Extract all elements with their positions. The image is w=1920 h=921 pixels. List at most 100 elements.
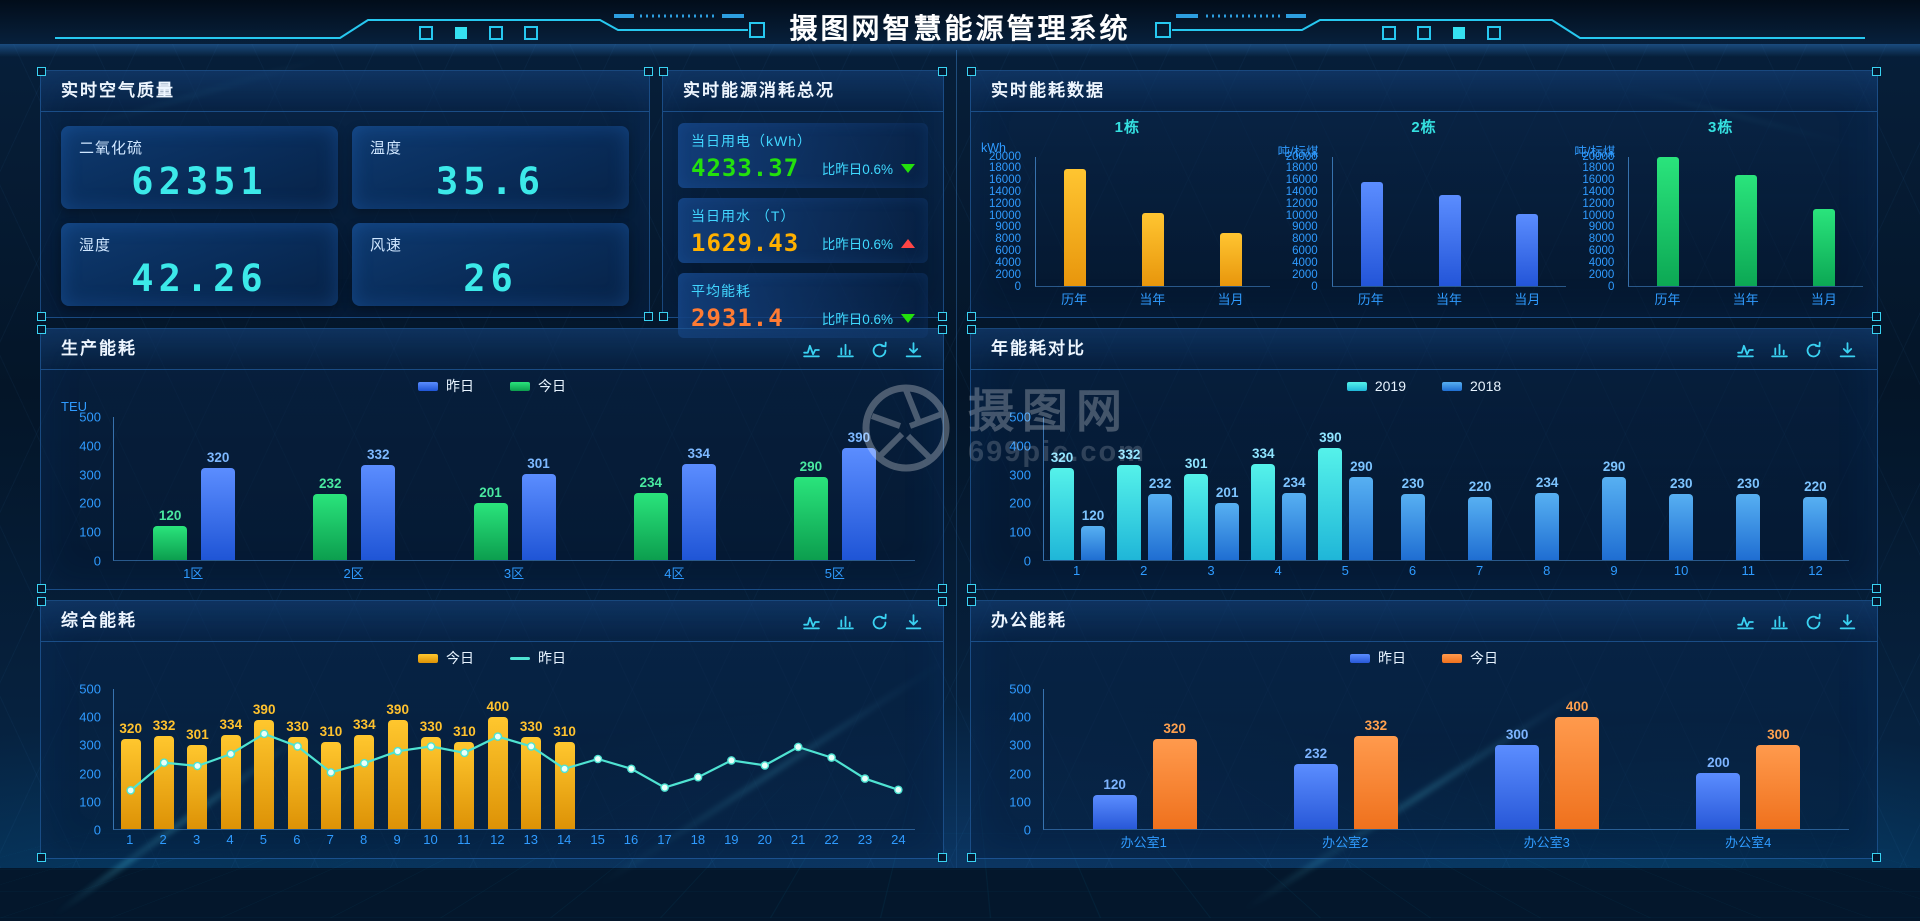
panel-title-bar: 年能耗对比 bbox=[971, 329, 1877, 370]
line-chart-icon[interactable] bbox=[1736, 341, 1755, 358]
refresh-icon[interactable] bbox=[870, 613, 889, 630]
x-axis-label: 19 bbox=[724, 832, 739, 847]
bar: 310 bbox=[320, 724, 342, 829]
bar-value-label: 300 bbox=[1767, 727, 1790, 742]
summary-label: 当日用水 （T） bbox=[691, 208, 796, 224]
refresh-icon[interactable] bbox=[1804, 341, 1823, 358]
legend-item-昨日[interactable]: 昨日 bbox=[510, 648, 566, 668]
bar-value-label: 334 bbox=[1252, 446, 1275, 462]
bar bbox=[1360, 181, 1383, 286]
bar-value-label: 290 bbox=[799, 459, 823, 475]
bar-value-label: 330 bbox=[519, 718, 543, 734]
bar-chart-icon[interactable] bbox=[1770, 341, 1789, 358]
corner-marker bbox=[37, 325, 46, 334]
download-icon[interactable] bbox=[904, 341, 923, 358]
bar-group: 232 332 bbox=[274, 417, 434, 560]
y-axis-tick: 4000 bbox=[1292, 256, 1318, 269]
legend-item-今日[interactable]: 今日 bbox=[510, 376, 566, 396]
panel-office-energy: 办公能耗 昨日 今日 0 100 200 300 400 500 120 320 232 332 300… bbox=[967, 597, 1881, 862]
bar-group bbox=[782, 689, 815, 829]
bar-chart-icon[interactable] bbox=[836, 613, 855, 630]
bar: 290 bbox=[793, 459, 828, 560]
x-axis-label: 4 bbox=[1274, 563, 1282, 578]
bar: 320 bbox=[1050, 450, 1075, 560]
bar: 290 bbox=[1349, 459, 1374, 560]
chart-toolbar bbox=[802, 613, 923, 630]
bar-chart-icon[interactable] bbox=[1770, 613, 1789, 630]
panel-title-bar: 实时能耗数据 bbox=[971, 71, 1877, 112]
panel-energy-summary: 实时能源消耗总况 当日用电（kWh） 4233.37 比昨日0.6% 当日用水 … bbox=[659, 67, 947, 338]
panel-realtime-energy: 实时能耗数据 1栋 kWh 0 2000 4000 6000 8000 9000 10000 12… bbox=[967, 67, 1881, 321]
download-icon[interactable] bbox=[1838, 613, 1857, 630]
panel-title-bar: 综合能耗 bbox=[41, 601, 943, 642]
bar-group: 330 bbox=[515, 689, 548, 829]
x-axis-label: 24 bbox=[891, 832, 906, 847]
x-axis: 1 2 3 4 5 6 7 8 9 10 11 12 bbox=[1043, 563, 1849, 583]
y-axis-tick: 400 bbox=[1009, 709, 1031, 725]
legend-item-今日[interactable]: 今日 bbox=[418, 648, 474, 668]
corner-marker bbox=[1872, 597, 1881, 606]
bar-value-label: 332 bbox=[367, 447, 390, 463]
y-axis-tick: 200 bbox=[1009, 766, 1031, 782]
bar-value-label: 201 bbox=[479, 484, 502, 500]
refresh-icon[interactable] bbox=[870, 341, 889, 358]
corner-marker bbox=[644, 67, 653, 76]
bar: 232 bbox=[1148, 476, 1173, 560]
summary-value: 4233.37 bbox=[691, 154, 800, 182]
bar-group bbox=[1333, 157, 1411, 286]
bar-value-label: 330 bbox=[419, 718, 443, 734]
bar-value-label: 390 bbox=[252, 701, 276, 717]
legend-item-2018[interactable]: 2018 bbox=[1442, 378, 1501, 394]
legend-item-2019[interactable]: 2019 bbox=[1346, 378, 1406, 394]
header-circuit-decoration-left bbox=[55, 14, 765, 40]
bar-value-label: 230 bbox=[1401, 476, 1425, 492]
bar-value-label: 400 bbox=[486, 699, 510, 714]
y-axis: 0 100 200 300 400 500 bbox=[59, 683, 105, 837]
line-chart-icon[interactable] bbox=[1736, 613, 1755, 630]
panel-comprehensive-energy: 综合能耗 今日 昨日 0 100 200 300 400 500 320 332 301 334 390… bbox=[37, 597, 947, 862]
line-chart-icon[interactable] bbox=[802, 341, 821, 358]
bar-chart-icon[interactable] bbox=[836, 341, 855, 358]
x-axis-label: 2区 bbox=[343, 566, 364, 581]
download-icon[interactable] bbox=[904, 613, 923, 630]
y-axis-tick: 12000 bbox=[989, 197, 1021, 210]
bar-group: 320 120 bbox=[1044, 417, 1111, 560]
air-card-so2: 二氧化硫 62351 bbox=[61, 126, 338, 209]
header-circuit-decoration-right bbox=[1155, 14, 1865, 40]
bar: 234 bbox=[633, 475, 668, 560]
comprehensive-chart: 今日 昨日 0 100 200 300 400 500 320 332 301 334 390 330 31… bbox=[41, 641, 943, 858]
corner-marker bbox=[644, 312, 653, 321]
download-icon[interactable] bbox=[1838, 341, 1857, 358]
bar: 310 bbox=[553, 724, 576, 829]
air-card-value: 62351 bbox=[131, 160, 268, 203]
panel-title: 实时能源消耗总况 bbox=[683, 81, 835, 100]
mini-chart-title: 2栋 bbox=[1411, 119, 1437, 136]
plot-area: 120 320 232 332 201 301 234 334 290 390 bbox=[113, 417, 915, 561]
bar-value-label: 120 bbox=[1103, 777, 1126, 793]
bar-group: 390 bbox=[381, 689, 414, 829]
x-axis: 1 2 3 4 5 6 7 8 9 10 11 12 13 14 15 16 17 18 19 20 21 22 23 24 bbox=[113, 832, 915, 852]
bar bbox=[1735, 174, 1758, 286]
y-axis-tick: 20000 bbox=[989, 150, 1021, 163]
y-axis-tick: 18000 bbox=[989, 162, 1021, 175]
x-axis-label: 11 bbox=[457, 832, 471, 847]
legend-item-今日[interactable]: 今日 bbox=[1442, 648, 1498, 668]
corner-marker bbox=[1872, 325, 1881, 334]
bar: 310 bbox=[453, 724, 476, 829]
bar: 390 bbox=[253, 702, 275, 829]
bar: 390 bbox=[841, 430, 876, 560]
x-axis-label: 办公室4 bbox=[1725, 835, 1772, 850]
y-axis-tick: 16000 bbox=[1285, 173, 1318, 186]
x-axis-label: 9 bbox=[393, 832, 401, 847]
bar-group: 390 290 bbox=[1312, 417, 1379, 560]
building-1-chart: 1栋 kWh 0 2000 4000 6000 8000 9000 10000 12000 1400… bbox=[979, 117, 1276, 309]
legend-item-昨日[interactable]: 昨日 bbox=[1350, 648, 1406, 668]
legend-item-昨日[interactable]: 昨日 bbox=[418, 376, 474, 396]
line-chart-icon[interactable] bbox=[802, 613, 821, 630]
chart-toolbar bbox=[1736, 341, 1857, 358]
bar-value-label: 232 bbox=[1148, 475, 1172, 491]
bar-value-label: 201 bbox=[1215, 484, 1239, 500]
panel-annual-comparison: 年能耗对比 2019 2018 0 100 200 300 400 500 320 120 332 2… bbox=[967, 325, 1881, 593]
refresh-icon[interactable] bbox=[1804, 613, 1823, 630]
bar-value-label: 320 bbox=[1163, 721, 1186, 737]
